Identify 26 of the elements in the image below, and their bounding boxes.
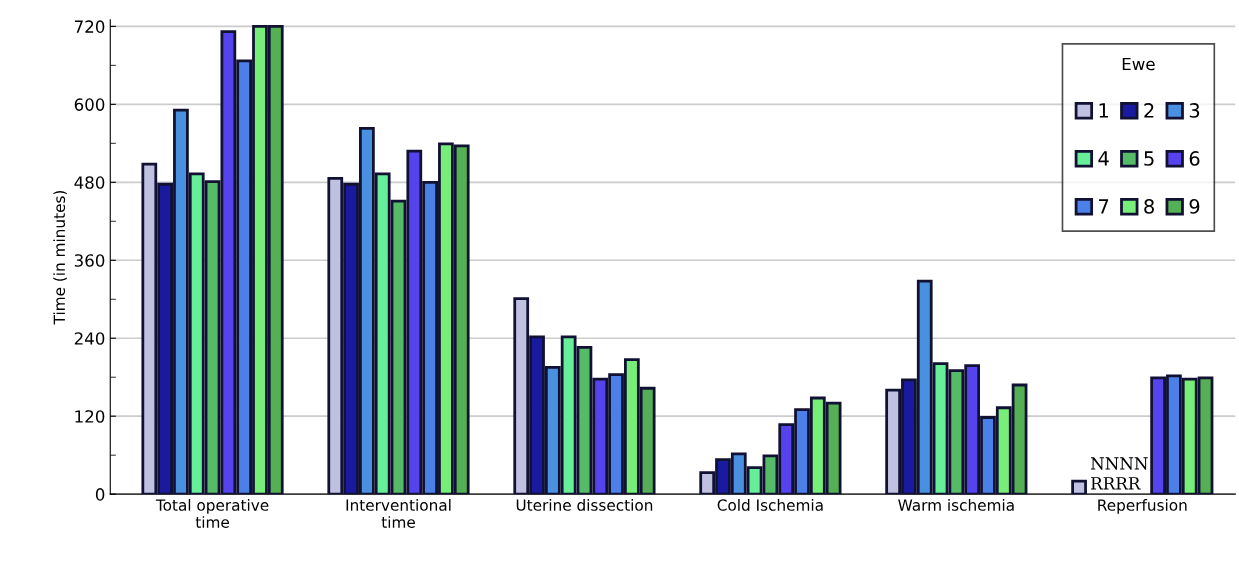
x-tick-label: Uterine dissection [516, 499, 653, 511]
y-tick-label: 720 [74, 20, 105, 33]
legend-label: 1 [1099, 103, 1109, 118]
legend-label: 6 [1189, 151, 1200, 166]
y-tick-label: 360 [74, 254, 105, 267]
y-tick-label: 240 [74, 332, 105, 345]
x-tick-label: Reperfusion [1098, 499, 1187, 514]
legend-label: 4 [1098, 151, 1109, 166]
x-tick-label: Interventional time [346, 499, 451, 528]
legend-label: 5 [1144, 151, 1154, 166]
legend-label: 2 [1144, 103, 1154, 118]
y-tick-label: 480 [74, 176, 105, 189]
legend-label: 7 [1099, 199, 1109, 214]
bar [1071, 479, 1087, 495]
x-tick-label: Warm ischemia [898, 499, 1014, 511]
y-axis-title: Time (in minutes) [53, 190, 67, 325]
legend-label: 9 [1189, 199, 1200, 214]
y-tick-label: 600 [74, 98, 105, 111]
legend-label: 8 [1144, 199, 1154, 214]
legend-label: 3 [1189, 103, 1200, 118]
y-tick-label: 120 [75, 410, 105, 423]
legend-title: Ewe [1122, 57, 1155, 71]
x-tick-label: Total operative time [155, 499, 269, 528]
y-tick-label: 0 [95, 488, 105, 501]
annotation: NNNN RRRR [1090, 457, 1148, 490]
x-tick-label: Cold Ischemia [717, 499, 823, 511]
